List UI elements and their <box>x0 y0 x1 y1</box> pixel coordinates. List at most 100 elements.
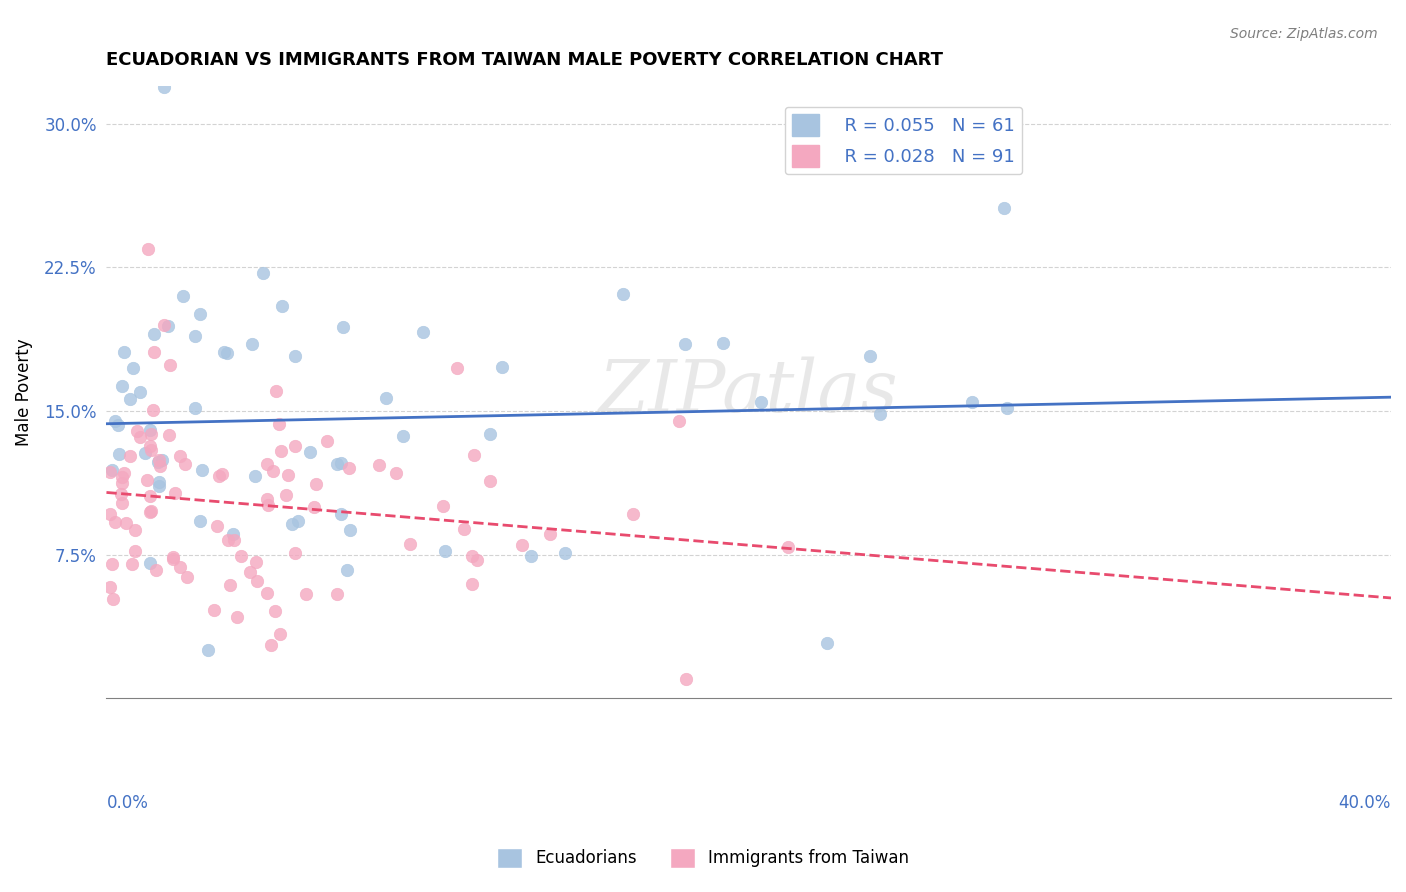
Point <box>815 636 838 650</box>
Point <box>510 538 533 552</box>
Point <box>711 335 734 350</box>
Point <box>325 586 347 600</box>
Point <box>287 514 309 528</box>
Point <box>215 346 238 360</box>
Legend: Ecuadorians, Immigrants from Taiwan: Ecuadorians, Immigrants from Taiwan <box>491 841 915 875</box>
Point <box>295 587 318 601</box>
Point <box>124 544 146 558</box>
Point <box>374 391 396 405</box>
Point <box>246 574 269 588</box>
Point <box>124 523 146 537</box>
Point <box>141 504 163 518</box>
Point <box>127 424 149 438</box>
Point <box>256 491 278 506</box>
Point <box>153 318 176 333</box>
Point <box>121 557 143 571</box>
Point <box>271 299 294 313</box>
Point <box>172 288 194 302</box>
Point <box>207 469 229 483</box>
Point <box>776 540 799 554</box>
Point <box>110 487 132 501</box>
Point <box>128 429 150 443</box>
Point <box>298 445 321 459</box>
Point <box>217 533 239 548</box>
Point <box>148 475 170 489</box>
Point <box>152 453 174 467</box>
Point <box>101 558 124 572</box>
Point <box>245 555 267 569</box>
Point <box>995 401 1018 415</box>
Text: ZIPatlas: ZIPatlas <box>599 357 898 427</box>
Point <box>962 395 984 409</box>
Point <box>304 477 326 491</box>
Point <box>134 445 156 459</box>
Point <box>107 418 129 433</box>
Point <box>136 242 159 256</box>
Point <box>120 392 142 406</box>
Point <box>139 505 162 519</box>
Point <box>188 514 211 528</box>
Point <box>245 469 267 483</box>
Point <box>205 519 228 533</box>
Point <box>148 452 170 467</box>
Point <box>623 507 645 521</box>
Point <box>751 394 773 409</box>
Point <box>224 533 246 548</box>
Point <box>202 603 225 617</box>
Point <box>98 508 121 522</box>
Point <box>152 80 174 95</box>
Point <box>262 464 284 478</box>
Legend:   R = 0.055   N = 61,   R = 0.028   N = 91: R = 0.055 N = 61, R = 0.028 N = 91 <box>785 107 1022 174</box>
Point <box>368 458 391 472</box>
Point <box>104 515 127 529</box>
Point <box>463 448 485 462</box>
Point <box>538 527 561 541</box>
Point <box>143 345 166 359</box>
Point <box>139 556 162 570</box>
Point <box>869 407 891 421</box>
Point <box>284 349 307 363</box>
Point <box>145 563 167 577</box>
Point <box>191 463 214 477</box>
Point <box>277 467 299 482</box>
Point <box>139 439 162 453</box>
Point <box>184 329 207 343</box>
Point <box>256 498 278 512</box>
Point <box>112 345 135 359</box>
Point <box>111 470 134 484</box>
Point <box>304 500 326 514</box>
Point <box>391 429 413 443</box>
Point <box>169 560 191 574</box>
Point <box>101 463 124 477</box>
Point <box>162 549 184 564</box>
Point <box>211 467 233 481</box>
Point <box>326 457 349 471</box>
Point <box>675 672 697 686</box>
Point <box>315 434 337 448</box>
Point <box>336 563 359 577</box>
Point <box>668 414 690 428</box>
Point <box>139 423 162 437</box>
Point <box>260 638 283 652</box>
Point <box>479 474 502 488</box>
Point <box>176 569 198 583</box>
Point <box>231 549 253 563</box>
Point <box>239 565 262 579</box>
Point <box>993 201 1015 215</box>
Point <box>412 325 434 339</box>
Point <box>111 475 134 490</box>
Point <box>339 523 361 537</box>
Point <box>491 359 513 374</box>
Point <box>284 546 307 560</box>
Point <box>148 479 170 493</box>
Point <box>114 516 136 530</box>
Point <box>139 427 162 442</box>
Point <box>139 442 162 457</box>
Point <box>385 467 408 481</box>
Point <box>269 627 291 641</box>
Point <box>184 401 207 415</box>
Point <box>520 549 543 563</box>
Point <box>256 457 278 471</box>
Point <box>281 517 304 532</box>
Point <box>107 447 129 461</box>
